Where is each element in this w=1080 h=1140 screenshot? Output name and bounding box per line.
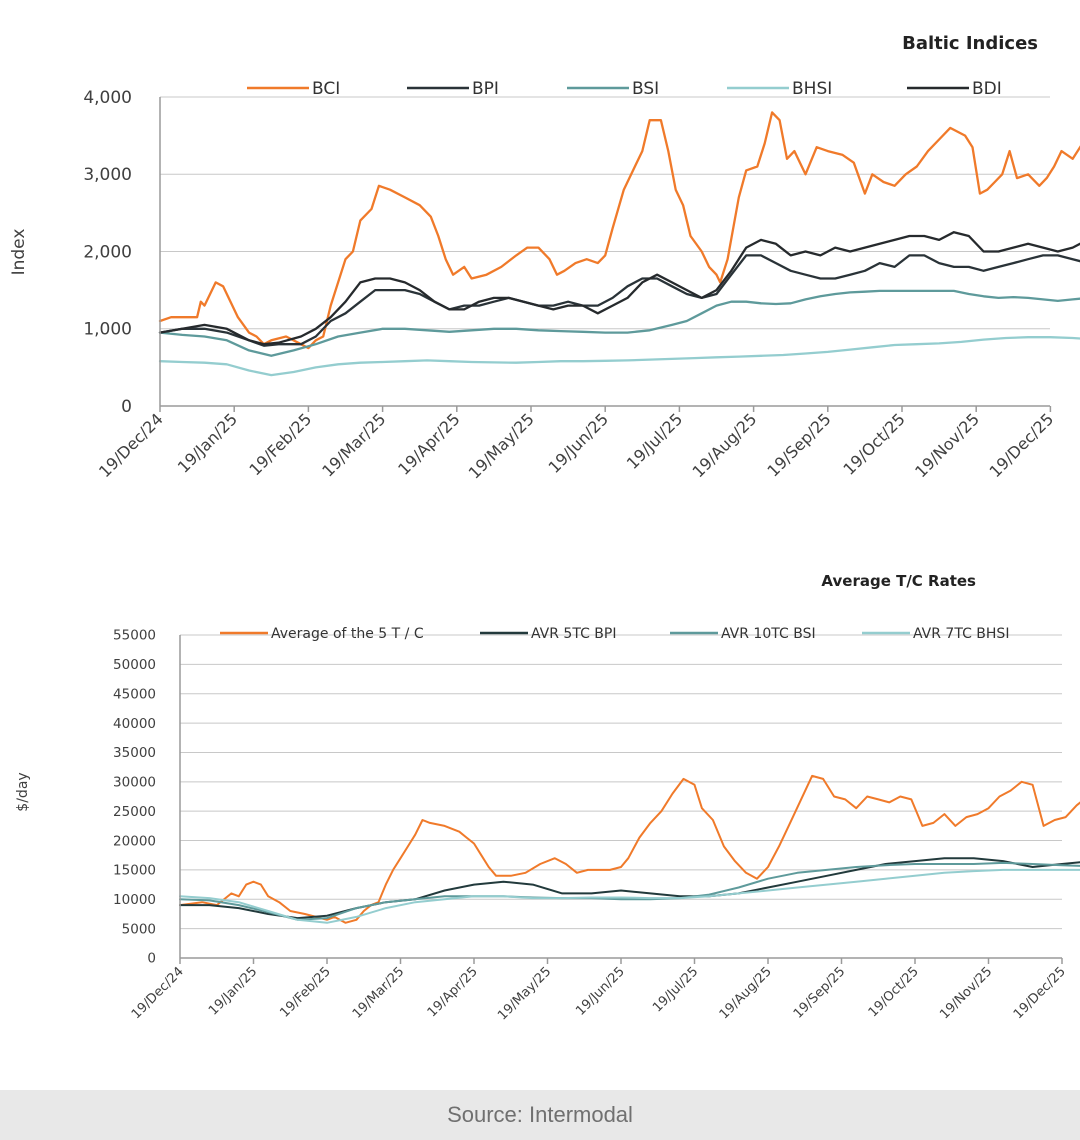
y-tick-label: 10000 — [113, 892, 156, 908]
x-tick-label: 19/Feb/25 — [245, 409, 315, 479]
y-axis-label: $/day — [15, 772, 31, 811]
legend-label-avr-7tc-bhsi: AVR 7TC BHSI — [913, 626, 1009, 642]
series-line-average-of-the-5-t-c — [179, 774, 1080, 924]
y-axis-label: Index — [9, 229, 29, 276]
baltic-indices-chart: Baltic Indices Index 0 1,000 2,000 3,000 4,0… — [9, 33, 1080, 483]
series-line-avr-7tc-bhsi — [179, 868, 1080, 924]
legend-label-avr-10tc-bsi: AVR 10TC BSI — [721, 626, 816, 642]
y-tick-label: 35000 — [113, 745, 156, 761]
x-tick-label: 19/May/25 — [495, 964, 554, 1023]
y-tick-label: 5000 — [122, 921, 156, 937]
y-tick-label: 25000 — [113, 804, 156, 820]
source-label: Source: Intermodal — [447, 1102, 633, 1127]
chart-title: Baltic Indices — [902, 33, 1038, 54]
y-tick-label: 55000 — [113, 628, 156, 644]
series-line-bhsi — [158, 336, 1080, 377]
legend-label-bhsi: BHSI — [792, 79, 832, 99]
x-tick-label: 19/Oct/25 — [839, 409, 908, 478]
y-tick-label: 50000 — [113, 657, 156, 673]
y-tick-label: 0 — [121, 397, 132, 417]
x-tick-label: 19/Mar/25 — [318, 409, 389, 480]
x-tick-label: 19/Jul/25 — [623, 409, 687, 473]
x-tick-label: 19/Sep/25 — [763, 409, 834, 480]
x-tick-label: 19/Jan/25 — [174, 409, 241, 476]
y-tick-label: 45000 — [113, 686, 156, 702]
x-tick-label: 19/Dec/25 — [1011, 964, 1069, 1022]
y-tick-label: 40000 — [113, 716, 156, 732]
legend-label-avr-5tc-bpi: AVR 5TC BPI — [531, 626, 616, 642]
y-tick-label: 20000 — [113, 833, 156, 849]
series-line-bdi — [158, 231, 1080, 346]
y-tick-label: 15000 — [113, 863, 156, 879]
y-tick-label: 3,000 — [83, 165, 132, 185]
legend-label-average-of-the-5-t-c: Average of the 5 T / C — [271, 626, 424, 642]
x-tick-label: 19/Apr/25 — [394, 409, 463, 478]
y-tick-label: 2,000 — [83, 242, 132, 262]
x-tick-label: 19/Nov/25 — [911, 409, 983, 481]
x-tick-label: 19/Apr/25 — [425, 964, 481, 1020]
x-tick-label: 19/Oct/25 — [866, 964, 922, 1020]
legend-label-bsi: BSI — [632, 79, 659, 99]
x-tick-label: 19/Sep/25 — [791, 964, 849, 1022]
x-tick-label: 19/Jun/25 — [544, 409, 612, 477]
x-tick-label: 19/Aug/25 — [688, 409, 760, 481]
x-tick-label: 19/Jul/25 — [650, 964, 701, 1015]
legend-label-bdi: BDI — [972, 79, 1002, 99]
y-tick-label: 1,000 — [83, 320, 132, 340]
x-tick-label: 19/Mar/25 — [350, 964, 408, 1022]
series-line-bpi — [158, 254, 1080, 347]
x-tick-label: 19/Dec/24 — [95, 409, 167, 481]
x-tick-label: 19/Jan/25 — [206, 964, 260, 1018]
source-footer: Source: Intermodal — [0, 1090, 1080, 1140]
x-tick-label: 19/Dec/25 — [985, 409, 1057, 481]
series-line-avr-5tc-bpi — [179, 857, 1080, 920]
average-tc-rates-chart: Average T/C Rates $/day 0 5000 10000 15000 2… — [15, 572, 1080, 1023]
y-tick-label: 30000 — [113, 775, 156, 791]
x-tick-label: 19/Feb/25 — [277, 964, 333, 1020]
x-tick-label: 19/Aug/25 — [717, 964, 775, 1022]
series-line-bsi — [158, 289, 1080, 357]
chart-title: Average T/C Rates — [821, 572, 976, 590]
x-tick-label: 19/May/25 — [465, 409, 538, 482]
y-tick-label: 0 — [147, 951, 156, 967]
x-tick-label: 19/Nov/25 — [937, 964, 995, 1022]
y-tick-label: 4,000 — [83, 88, 132, 108]
x-tick-label: 19/Dec/24 — [129, 964, 187, 1022]
legend-label-bci: BCI — [312, 79, 340, 99]
series-line-bci — [158, 111, 1080, 350]
x-tick-label: 19/Jun/25 — [573, 964, 628, 1019]
legend-label-bpi: BPI — [472, 79, 499, 99]
